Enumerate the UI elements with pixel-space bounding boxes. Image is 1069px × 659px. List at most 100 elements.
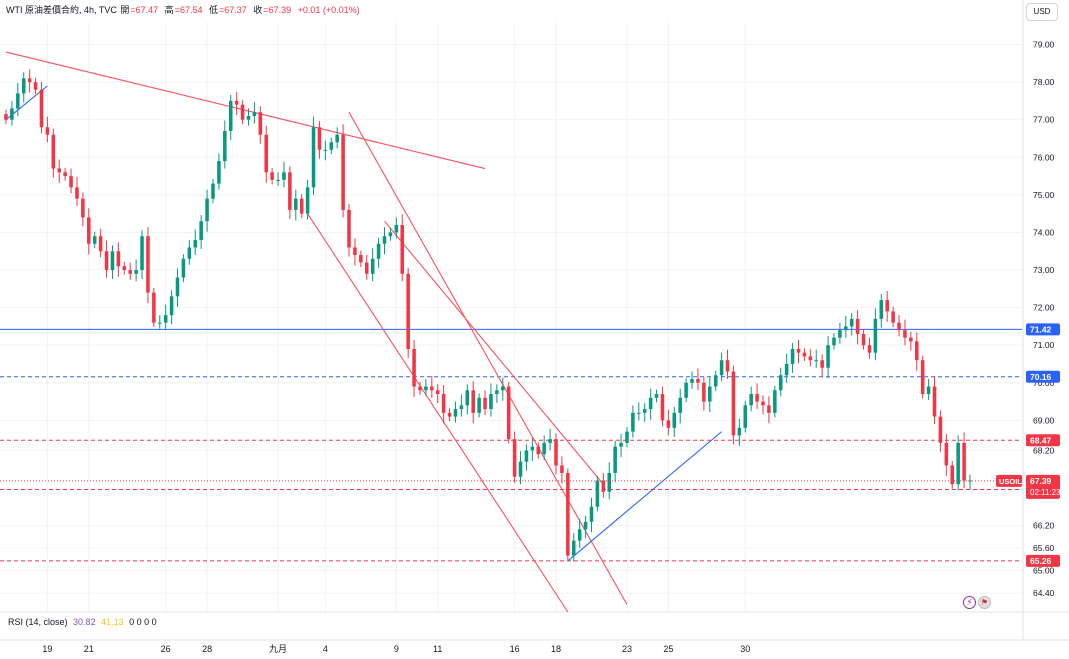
candle-body [583, 521, 588, 530]
candle [914, 332, 919, 371]
candle [400, 214, 405, 282]
candle [10, 100, 14, 126]
candle-body [406, 273, 410, 349]
candle-body [441, 394, 446, 413]
candle-body [773, 390, 777, 413]
candle-body [666, 420, 671, 428]
candle [909, 331, 913, 351]
candle-body [276, 179, 280, 181]
lightning-icon[interactable]: ⚡ [963, 596, 976, 609]
candle-body [211, 183, 215, 199]
candle [530, 437, 535, 461]
level-badge: 65.26 [1026, 554, 1060, 567]
candle [595, 475, 600, 512]
trendline [307, 213, 569, 613]
candle [684, 378, 688, 403]
candle-body [69, 176, 73, 188]
candle-body [861, 333, 866, 346]
open-label: 開 [120, 5, 130, 15]
currency-button[interactable]: USD [1026, 3, 1058, 21]
candle-body [518, 461, 523, 477]
candle-body [63, 172, 67, 177]
candle [69, 168, 73, 194]
candle [75, 176, 79, 207]
candle-body [944, 442, 949, 466]
symbol-title: WTI 原油差價合約, 4h, TVC [6, 5, 117, 15]
candle-body [648, 397, 653, 410]
candle-body [435, 390, 440, 395]
candle-body [152, 292, 156, 323]
candle-body [264, 134, 268, 173]
candle-body [163, 315, 168, 323]
candle [506, 382, 511, 444]
candle [353, 238, 357, 266]
trendlines [5, 51, 722, 613]
candle-body [447, 412, 452, 417]
candle [713, 370, 718, 392]
candle [264, 125, 268, 183]
candle-body [140, 236, 144, 271]
candle-body [826, 345, 830, 368]
x-tick-label: 23 [622, 644, 632, 654]
candle [613, 440, 617, 482]
candle [4, 109, 8, 125]
candle [252, 101, 257, 124]
candle-body [909, 337, 913, 342]
candle [589, 497, 594, 533]
candle-body [122, 266, 127, 271]
change-value: +0.01 (+0.01%) [297, 5, 360, 15]
candle [583, 515, 588, 539]
candle-body [530, 446, 535, 451]
candle [110, 245, 115, 280]
candle-body [607, 472, 612, 492]
candle-body [625, 431, 629, 443]
candle-body [217, 161, 221, 184]
candle [92, 231, 97, 249]
y-tick-label: 75.00 [1033, 190, 1055, 200]
candle [873, 308, 878, 361]
candle-body [110, 251, 115, 271]
candle [163, 304, 168, 331]
candle [725, 349, 730, 380]
candle-body [228, 100, 233, 131]
candle-body [761, 401, 765, 406]
x-tick-label: 28 [202, 644, 212, 654]
candle [134, 259, 138, 282]
candle [181, 254, 186, 283]
candle-body [347, 209, 351, 248]
candle-body [169, 296, 174, 316]
candle [459, 394, 464, 417]
us-flag-icon[interactable]: ⚑ [978, 596, 991, 609]
candle-body [27, 78, 32, 83]
candle [826, 336, 830, 379]
y-tick-label: 74.00 [1033, 227, 1055, 237]
candle-body [790, 348, 795, 364]
candle-body [4, 114, 8, 120]
candle-body [932, 386, 937, 417]
candle-body [873, 318, 878, 353]
x-tick-label: 26 [161, 644, 171, 654]
candle-body [317, 127, 322, 150]
candle [601, 472, 606, 498]
candle-body [506, 386, 511, 440]
candle-body [956, 442, 960, 485]
candle [483, 390, 487, 416]
candle-body [465, 390, 470, 406]
candle [341, 124, 345, 218]
candle-body [566, 472, 570, 556]
trendline [348, 111, 628, 605]
candle-body [92, 236, 97, 244]
candle [21, 72, 26, 103]
candle-body [39, 89, 44, 128]
candle-body [719, 360, 724, 376]
candle [637, 402, 641, 421]
candle [501, 377, 505, 401]
candle-body [702, 382, 706, 402]
candle-body [430, 386, 434, 391]
candle-body [577, 529, 582, 541]
candle [317, 121, 322, 159]
candle-body [855, 318, 860, 334]
candle-body [87, 217, 91, 244]
candle-body [234, 100, 239, 105]
